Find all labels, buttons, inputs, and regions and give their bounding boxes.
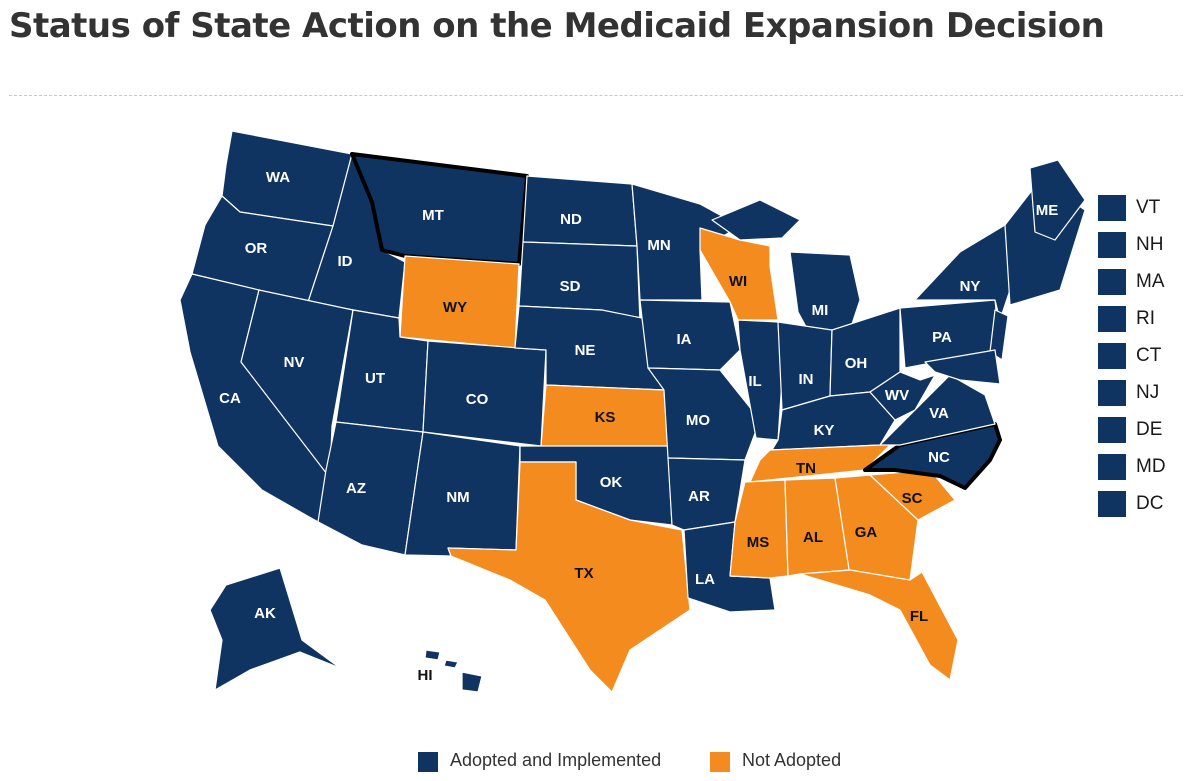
- state-label-me: ME: [1036, 202, 1059, 219]
- state-label-ia: IA: [677, 331, 692, 348]
- state-mi: [789, 251, 861, 335]
- state-mi: [711, 199, 801, 241]
- page-title: Status of State Action on the Medicaid E…: [9, 6, 1105, 46]
- swatch-icon: [1098, 343, 1126, 369]
- swatch-icon: [1098, 306, 1126, 332]
- state-ky: [771, 391, 896, 451]
- state-label-or: OR: [245, 240, 268, 257]
- state-label-mi: MI: [812, 302, 829, 319]
- state-label-ca: CA: [219, 390, 241, 407]
- state-me: [1029, 159, 1086, 241]
- state-label-va: VA: [929, 405, 949, 422]
- adopted-swatch-icon: [418, 752, 438, 772]
- state-label-sd: SD: [560, 278, 581, 295]
- state-label-la: LA: [695, 571, 715, 588]
- state-fl: [799, 569, 959, 681]
- swatch-icon: [1098, 454, 1126, 480]
- side-item-dc: DC: [1098, 489, 1184, 519]
- state-label-nm: NM: [446, 489, 469, 506]
- states-layer: [179, 130, 1086, 693]
- swatch-icon: [1098, 380, 1126, 406]
- state-label-fl: FL: [910, 608, 928, 625]
- side-item-md: MD: [1098, 452, 1184, 482]
- state-md: [924, 349, 1001, 385]
- state-label-mt: MT: [422, 207, 444, 224]
- swatch-icon: [1098, 269, 1126, 295]
- state-label-tx: TX: [574, 565, 593, 582]
- state-wv: [869, 371, 936, 421]
- state-label-ny: NY: [960, 278, 981, 295]
- state-nj: [989, 309, 1009, 361]
- side-item-vt: VT: [1098, 193, 1184, 223]
- swatch-icon: [1098, 232, 1126, 258]
- state-label-ak: AK: [254, 605, 276, 622]
- side-item-nj: NJ: [1098, 378, 1184, 408]
- state-label-ut: UT: [365, 370, 385, 387]
- state-label-ok: OK: [600, 474, 623, 491]
- not-adopted-swatch-icon: [710, 752, 730, 772]
- state-label-wv: WV: [885, 387, 909, 404]
- state-ak: [209, 567, 341, 691]
- state-label-in: IN: [799, 371, 814, 388]
- state-label-ar: AR: [688, 488, 710, 505]
- state-hi: [461, 671, 483, 693]
- state-label-wi: WI: [729, 273, 747, 290]
- state-label-oh: OH: [845, 355, 868, 372]
- state-label-co: CO: [466, 391, 489, 408]
- state-label-ne: NE: [575, 342, 596, 359]
- state-label-id: ID: [338, 253, 353, 270]
- state-label-wy: WY: [443, 299, 467, 316]
- state-label-hi: HI: [418, 667, 433, 684]
- side-item-nh: NH: [1098, 230, 1184, 260]
- state-label-wa: WA: [266, 169, 290, 186]
- state-hi: [443, 659, 459, 669]
- state-label-mn: MN: [647, 237, 670, 254]
- state-tx: [447, 461, 691, 693]
- swatch-icon: [1098, 417, 1126, 443]
- state-label-ky: KY: [814, 422, 835, 439]
- state-labels-layer: WA OR CA ID NV MT WY UT AZ CO NM ND SD NE KS OK TX MN IA MO…: [219, 169, 1058, 684]
- state-label-sc: SC: [902, 490, 923, 507]
- state-label-ga: GA: [855, 524, 878, 541]
- state-label-tn: TN: [796, 460, 816, 477]
- state-label-ks: KS: [595, 409, 616, 426]
- swatch-icon: [1098, 195, 1126, 221]
- side-item-ct: CT: [1098, 341, 1184, 371]
- side-item-ri: RI: [1098, 304, 1184, 334]
- state-label-nc: NC: [928, 449, 950, 466]
- state-mn: [631, 183, 741, 301]
- state-in: [777, 321, 833, 411]
- state-label-az: AZ: [346, 480, 366, 497]
- state-label-nd: ND: [560, 211, 582, 228]
- state-label-pa: PA: [932, 329, 952, 346]
- state-label-ms: MS: [747, 534, 770, 551]
- state-label-al: AL: [803, 529, 823, 546]
- side-item-de: DE: [1098, 415, 1184, 445]
- state-label-mo: MO: [686, 412, 710, 429]
- state-label-il: IL: [748, 373, 761, 390]
- title-divider: [9, 95, 1183, 96]
- state-label-nv: NV: [284, 354, 305, 371]
- state-hi: [424, 649, 441, 661]
- state-wi: [699, 227, 779, 321]
- side-item-ma: MA: [1098, 267, 1184, 297]
- swatch-icon: [1098, 491, 1126, 517]
